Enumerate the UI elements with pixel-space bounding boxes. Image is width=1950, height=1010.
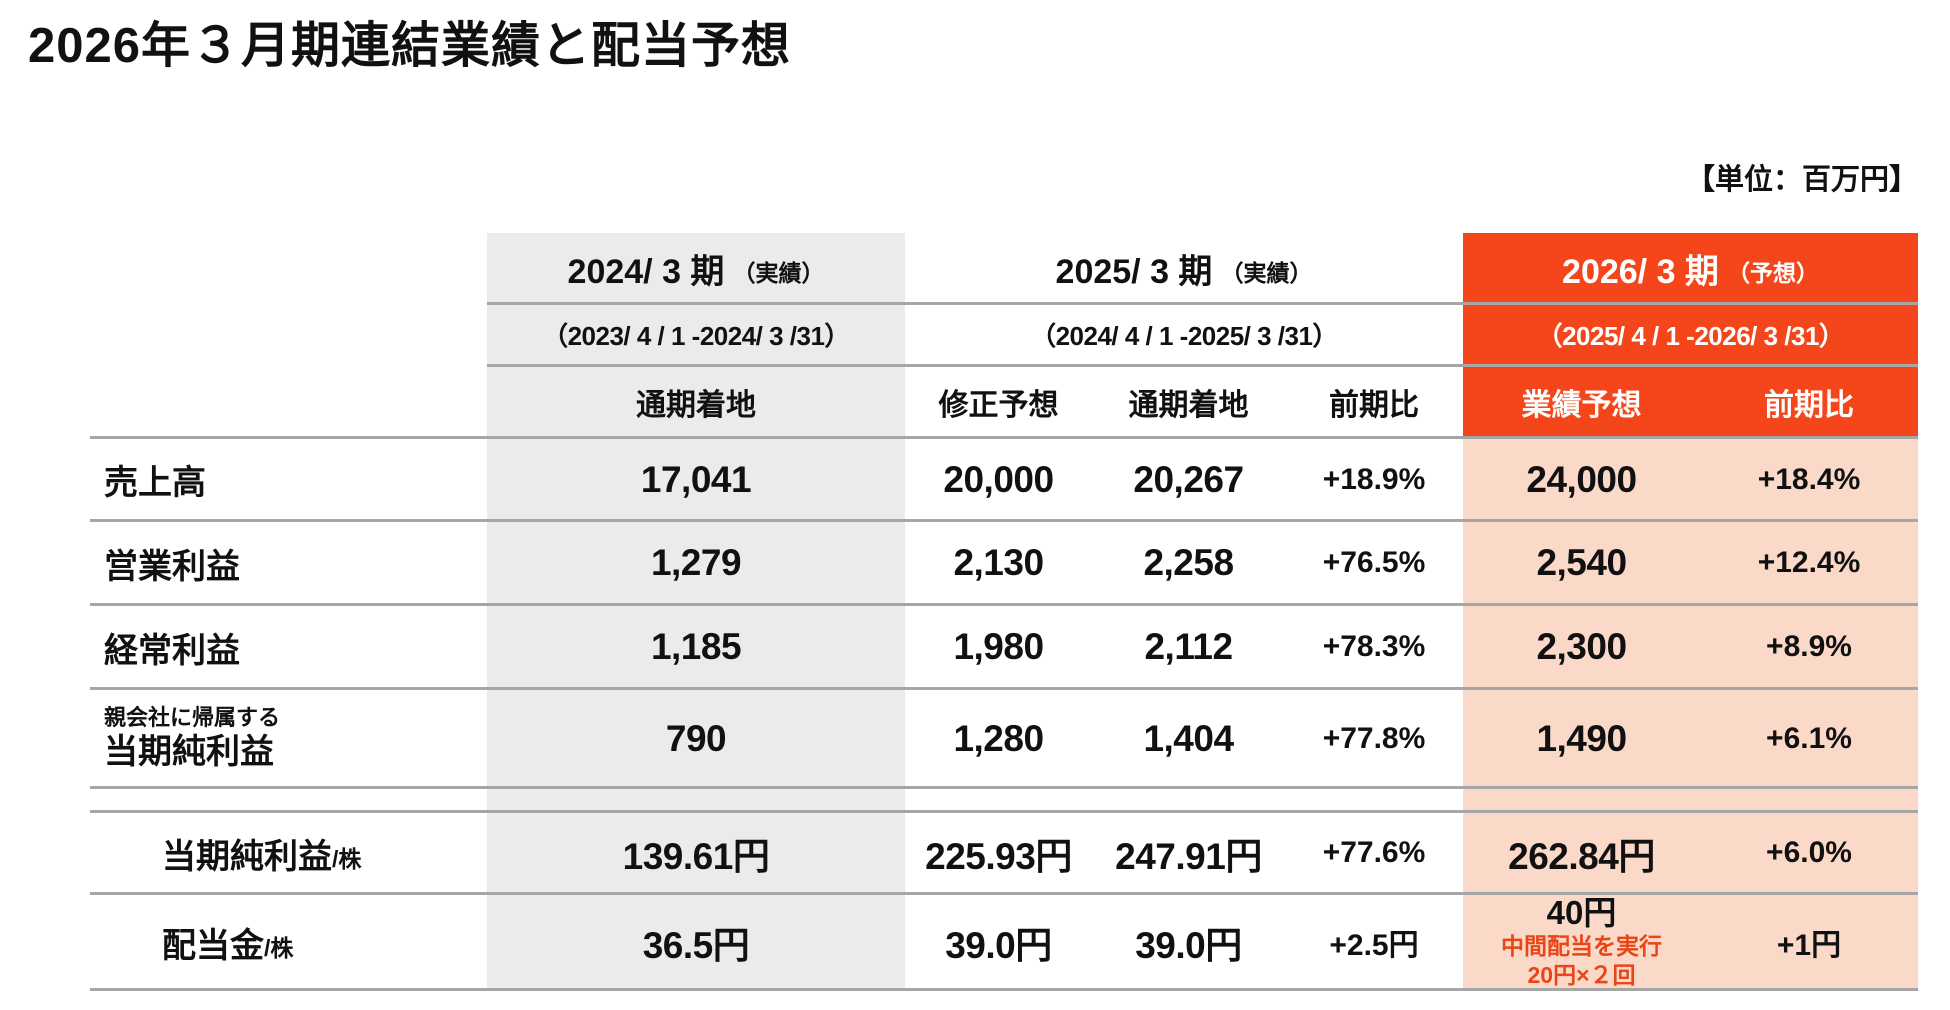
table-cell: +78.3% [1322, 630, 1426, 663]
fy2024-title: 2024/ 3 期 [567, 252, 725, 291]
dividend-forecast-value: 40円 [1546, 894, 1617, 932]
table-cell: +6.1% [1700, 689, 1918, 788]
subheader-blank [90, 365, 487, 438]
col-header-fy2025: 2025/ 3 期 （実績） [905, 233, 1463, 303]
table-cell: 39.0円 [945, 925, 1052, 966]
table-cell: 262.84円 [1463, 812, 1700, 894]
row-label-dividend: 配当金 /株 [90, 894, 487, 990]
col-header-fy2024: 2024/ 3 期 （実績） [487, 233, 905, 303]
divider [487, 364, 1918, 367]
divider [90, 892, 1918, 895]
table-cell: 2,540 [1463, 521, 1700, 605]
table-cell: 1,404 [1143, 717, 1234, 759]
subheader-fy2025-landing: 通期着地 [1128, 388, 1249, 422]
eps-label: 当期純利益 [162, 837, 332, 876]
unit-label: 【単位：百万円】 [1685, 164, 1918, 196]
table-cell: +18.4% [1700, 438, 1918, 521]
table-cell: 39.0円 [1135, 925, 1242, 966]
divider [90, 603, 1918, 606]
table-cell: 2,300 [1463, 605, 1700, 689]
divider [90, 436, 1918, 439]
row-label-net-profit: 親会社に帰属する 当期純利益 [90, 689, 487, 788]
table-cell: 24,000 [1463, 438, 1700, 521]
table-cell: +6.0% [1700, 812, 1918, 894]
table-cell: 20,000 [943, 458, 1054, 500]
table-cell: 1,280 [953, 717, 1044, 759]
table-cell: +1円 [1700, 894, 1918, 990]
spacer [905, 788, 1463, 812]
table-cell: 36.5円 [487, 894, 905, 990]
fy2024-qualifier: （実績） [732, 260, 825, 286]
table-cell: +2.5円 [1329, 929, 1419, 962]
page-title: 2026年３月期連結業績と配当予想 [28, 19, 792, 73]
subheader-fy2024-landing: 通期着地 [487, 365, 905, 438]
table-cell: +8.9% [1700, 605, 1918, 689]
divider [90, 519, 1918, 522]
period-fy2025: （2024/ 4 / 1 -2025/ 3 /31） [905, 303, 1463, 365]
period-fy2024: （2023/ 4 / 1 -2024/ 3 /31） [487, 303, 905, 365]
divider [90, 687, 1918, 690]
dividend-note-line1: 中間配当を実行 [1501, 933, 1662, 960]
table-cell: 1,980 [953, 626, 1044, 667]
col-header-fy2026: 2026/ 3 期 （予想） [1463, 233, 1918, 303]
table-cell: +77.6% [1322, 836, 1426, 869]
net-profit-label: 当期純利益 [104, 732, 274, 771]
period-fy2024-text: （2023/ 4 / 1 -2024/ 3 /31） [542, 320, 850, 351]
table-cell: 2,130 [953, 542, 1044, 583]
subheader-fy2026-forecast: 業績予想 [1463, 365, 1700, 438]
table-cell: 2,112 [1144, 626, 1233, 667]
divider [487, 302, 1918, 305]
spacer [90, 788, 487, 812]
dividend-note-line2: 20円×２回 [1527, 961, 1636, 988]
fy2025-qualifier: （実績） [1220, 260, 1313, 286]
corner-blank [90, 233, 487, 303]
table-cell: 1,490 [1463, 689, 1700, 788]
subheader-fy2025-yoy: 前期比 [1329, 388, 1419, 422]
table-cell: 139.61円 [487, 812, 905, 894]
divider [90, 810, 1918, 813]
table-cell: 1,279 [487, 521, 905, 605]
period-blank [90, 303, 487, 365]
dividend-suffix: /株 [264, 935, 294, 961]
table-cell: +77.8% [1322, 721, 1426, 755]
eps-suffix: /株 [332, 846, 362, 872]
period-fy2026: （2025/ 4 / 1 -2026/ 3 /31） [1463, 303, 1918, 365]
table-cell: +12.4% [1700, 521, 1918, 605]
table-cell: 247.91円 [1115, 836, 1262, 877]
table-cell: +18.9% [1322, 462, 1426, 496]
subheader-revised-forecast: 修正予想 [938, 388, 1059, 422]
table-cell: 20,267 [1133, 458, 1244, 500]
results-table: 2024/ 3 期 （実績） 2025/ 3 期 （実績） 2026/ 3 期 … [90, 233, 1918, 990]
row-label-eps: 当期純利益 /株 [90, 812, 487, 894]
dividend-label: 配当金 [162, 926, 264, 965]
period-fy2026-text: （2025/ 4 / 1 -2026/ 3 /31） [1536, 320, 1845, 351]
fy2026-title: 2026/ 3 期 [1562, 252, 1719, 291]
fy2026-qualifier: （予想） [1726, 260, 1819, 286]
spacer [487, 788, 905, 812]
table-cell: 17,041 [487, 438, 905, 521]
row-label-sales: 売上高 [104, 464, 206, 502]
divider [90, 786, 1918, 789]
dividend-forecast-cell: 40円 中間配当を実行 20円×２回 [1463, 894, 1700, 990]
table-cell: 1,185 [487, 605, 905, 689]
row-label-operating-profit: 営業利益 [104, 547, 240, 586]
spacer [1463, 788, 1918, 812]
table-cell: 2,258 [1143, 542, 1234, 583]
divider [90, 988, 1918, 991]
row-label-ordinary-profit: 経常利益 [104, 631, 240, 670]
subheader-fy2026-yoy: 前期比 [1700, 365, 1918, 438]
period-fy2025-text: （2024/ 4 / 1 -2025/ 3 /31） [1030, 320, 1338, 351]
table-cell: 790 [487, 689, 905, 788]
fy2025-title: 2025/ 3 期 [1055, 252, 1213, 291]
table-cell: +76.5% [1322, 546, 1426, 579]
net-profit-note: 親会社に帰属する [104, 705, 281, 731]
table-cell: 225.93円 [925, 836, 1072, 877]
